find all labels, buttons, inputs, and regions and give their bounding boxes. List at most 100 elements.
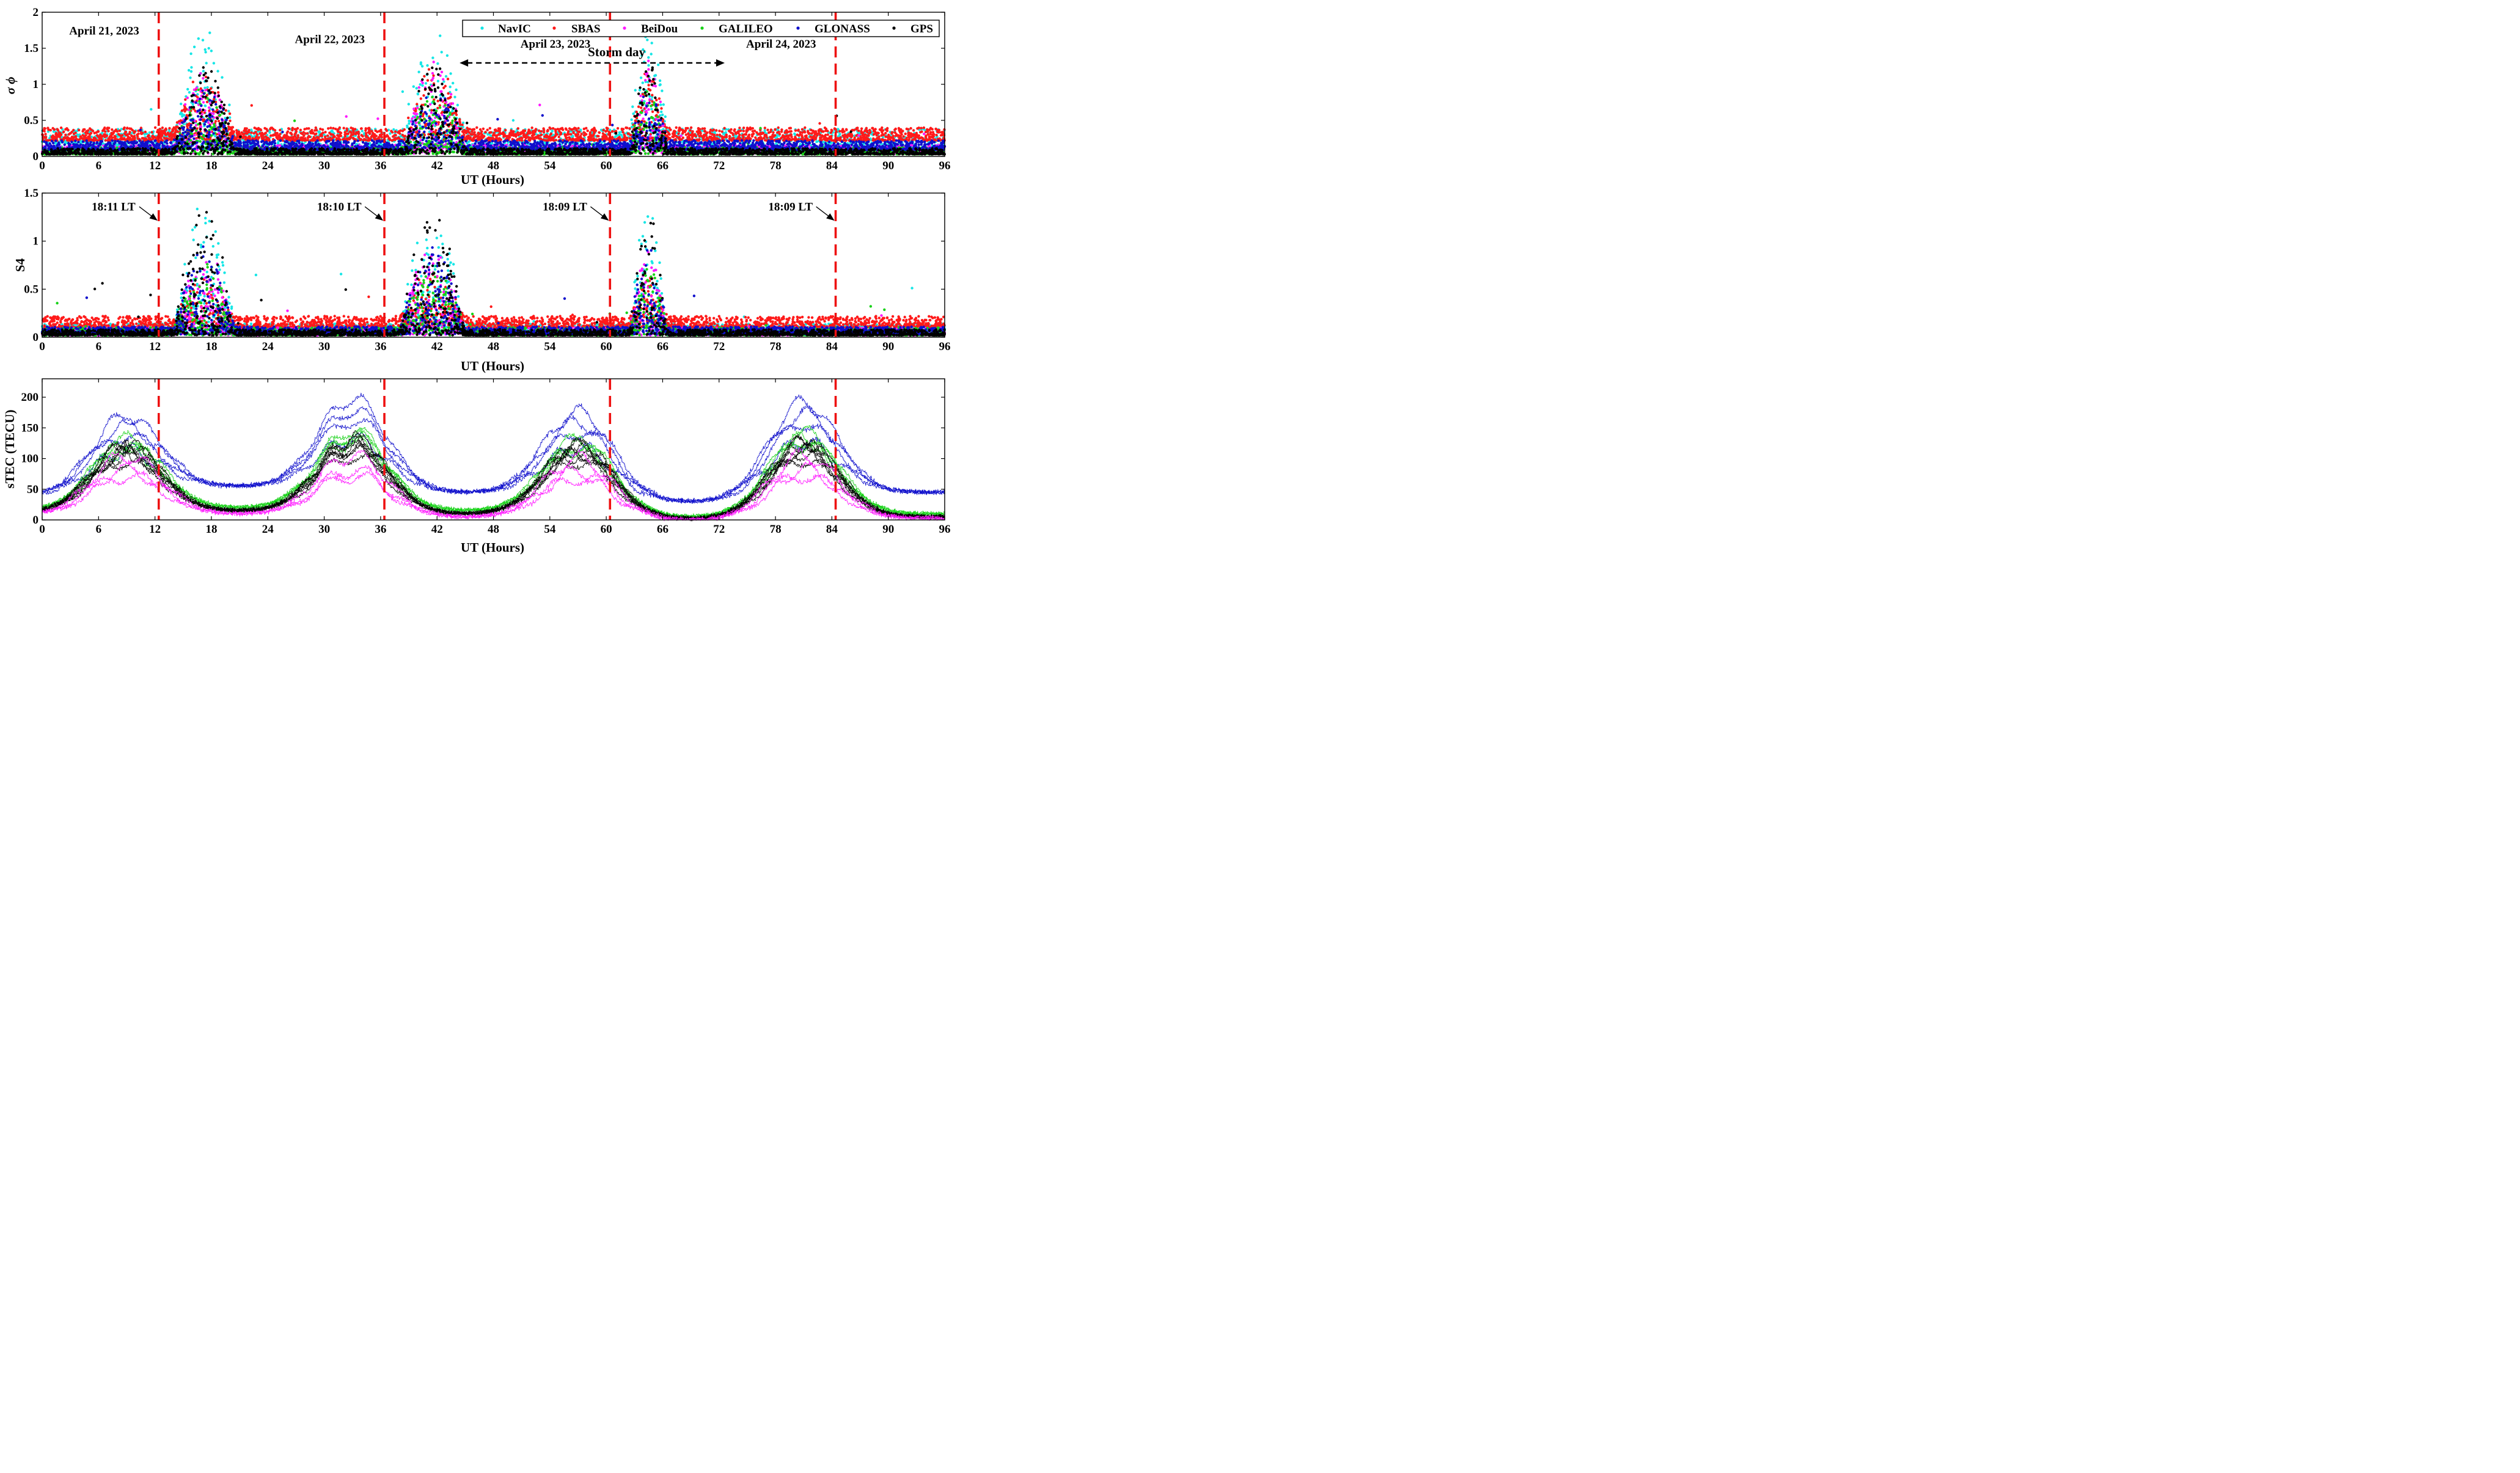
y-tick-label: 150 xyxy=(21,422,39,434)
x-tick-label: 6 xyxy=(96,523,102,536)
x-tick-label: 72 xyxy=(713,159,725,172)
x-tick-label: 84 xyxy=(826,340,838,353)
axis-ticks: 0 6 12 18 24 30 36 42 48 54 60 66 72 78 84 90 96 0 0.5 1 1.5 xyxy=(24,187,950,353)
local-time-label: 18:09 LT xyxy=(768,200,813,213)
x-tick-label: 36 xyxy=(375,523,386,536)
legend: NavIC SBAS BeiDou GALILEO GLONASS GPS xyxy=(462,20,940,37)
x-tick-label: 54 xyxy=(544,523,556,536)
series-gps xyxy=(41,66,947,156)
x-tick-label: 90 xyxy=(882,523,894,536)
y-axis-label: σ ϕ xyxy=(3,77,18,95)
y-tick-label: 0 xyxy=(33,514,39,527)
legend-marker-sbas xyxy=(552,26,556,30)
x-tick-label: 24 xyxy=(262,340,274,353)
x-tick-label: 18 xyxy=(205,523,217,536)
legend-label-beidou: BeiDou xyxy=(641,23,678,35)
local-time-arrow xyxy=(364,206,384,221)
local-time-arrow xyxy=(816,206,835,221)
stec-track-gps xyxy=(42,433,945,522)
x-tick-label: 12 xyxy=(149,159,161,172)
date-annotations: April 21, 2023 April 22, 2023 April 23, 20… xyxy=(69,25,816,51)
scatter-points-glonass xyxy=(42,89,947,152)
phase-scintillation-data xyxy=(40,31,947,156)
date-label: April 22, 2023 xyxy=(295,34,365,46)
x-tick-label: 48 xyxy=(488,159,499,172)
stec-track-glonass xyxy=(42,417,945,504)
local-time-label: 18:10 LT xyxy=(317,200,362,213)
figure: 0 6 12 18 24 30 36 42 48 54 60 66 72 78 84 90 96 0 0.5 1 1.5… xyxy=(0,0,958,560)
x-tick-label: 42 xyxy=(431,523,443,536)
storm-arrowhead-left xyxy=(460,59,469,67)
legend-item-glonass: GLONASS xyxy=(796,23,870,35)
date-label: April 24, 2023 xyxy=(746,38,816,51)
x-tick-label: 6 xyxy=(96,159,102,172)
x-tick-label: 42 xyxy=(431,340,443,353)
sunset-lines xyxy=(157,379,837,520)
series-sbas xyxy=(41,68,946,142)
stec-track-glonass xyxy=(42,392,945,504)
storm-day-label: Storm day xyxy=(588,45,645,59)
stec-track-beidou xyxy=(42,448,945,521)
legend-label-sbas: SBAS xyxy=(571,23,601,35)
x-tick-label: 96 xyxy=(939,523,951,536)
x-tick-label: 72 xyxy=(713,340,725,353)
local-time-label: 18:09 LT xyxy=(543,200,587,213)
stec-track-galileo xyxy=(42,434,945,519)
legend-marker-gps xyxy=(892,26,896,30)
x-tick-label: 0 xyxy=(39,340,45,353)
x-tick-label: 24 xyxy=(262,159,274,172)
sunset-lines xyxy=(157,193,837,337)
x-tick-label: 78 xyxy=(770,159,782,172)
x-tick-label: 18 xyxy=(205,340,217,353)
x-tick-label: 96 xyxy=(939,159,951,172)
local-time-arrow xyxy=(590,206,609,221)
legend-marker-galileo xyxy=(700,26,704,30)
date-label: April 23, 2023 xyxy=(521,38,591,51)
figure-svg: 0 6 12 18 24 30 36 42 48 54 60 66 72 78 84 90 9600.511.5… xyxy=(2,6,951,555)
legend-marker-navic xyxy=(480,26,484,30)
legend-item-beidou: BeiDou xyxy=(623,23,678,35)
legend-item-gps: GPS xyxy=(892,23,933,35)
scatter-points-gps xyxy=(41,66,947,156)
y-tick-label: 50 xyxy=(27,483,38,496)
x-axis-label: UT (Hours) xyxy=(461,359,524,373)
x-tick-label: 42 xyxy=(431,159,443,172)
y-axis-label: S4 xyxy=(13,258,27,272)
storm-arrowhead-right xyxy=(716,59,725,67)
x-tick-label: 18 xyxy=(205,159,217,172)
legend-marker-glonass xyxy=(796,26,800,30)
x-tick-label: 30 xyxy=(318,523,330,536)
x-tick-label: 6 xyxy=(96,340,102,353)
x-tick-label: 24 xyxy=(262,523,274,536)
y-tick-label: 0.5 xyxy=(24,114,38,127)
series-gps xyxy=(42,430,945,522)
x-tick-label: 60 xyxy=(601,340,612,353)
scatter-points-sbas xyxy=(41,273,946,329)
x-axis-label: UT (Hours) xyxy=(461,540,524,555)
panel-slant-tec: 0 6 12 18 24 30 36 42 48 54 60 66 72 78 84 90 96 0 50 100 15… xyxy=(2,378,951,555)
x-tick-label: 0 xyxy=(39,523,45,536)
stec-track-gps xyxy=(42,430,945,522)
x-tick-label: 0 xyxy=(39,159,45,172)
storm-arrow: Storm day xyxy=(460,45,725,67)
stec-track-galileo xyxy=(42,434,945,519)
y-tick-label: 1.5 xyxy=(24,42,38,55)
stec-track-glonass xyxy=(42,431,945,505)
x-tick-label: 78 xyxy=(770,340,782,353)
x-tick-label: 30 xyxy=(318,340,330,353)
series-glonass xyxy=(42,392,945,505)
series-sbas xyxy=(41,273,946,329)
x-tick-label: 54 xyxy=(544,159,556,172)
x-tick-label: 96 xyxy=(939,340,951,353)
legend-label-navic: NavIC xyxy=(498,23,531,35)
x-tick-label: 84 xyxy=(826,159,838,172)
legend-item-navic: NavIC xyxy=(480,23,531,35)
panel-amplitude-scintillation: 0 6 12 18 24 30 36 42 48 54 60 66 72 78 84 90 96 0 0.5 1 1.5… xyxy=(13,187,951,373)
y-tick-label: 2 xyxy=(33,6,39,19)
x-tick-label: 66 xyxy=(657,340,668,353)
local-time-label: 18:11 LT xyxy=(92,200,136,213)
legend-item-sbas: SBAS xyxy=(552,23,601,35)
y-tick-label: 0 xyxy=(33,331,39,344)
y-tick-label: 0 xyxy=(33,150,39,163)
x-tick-label: 12 xyxy=(149,523,161,536)
